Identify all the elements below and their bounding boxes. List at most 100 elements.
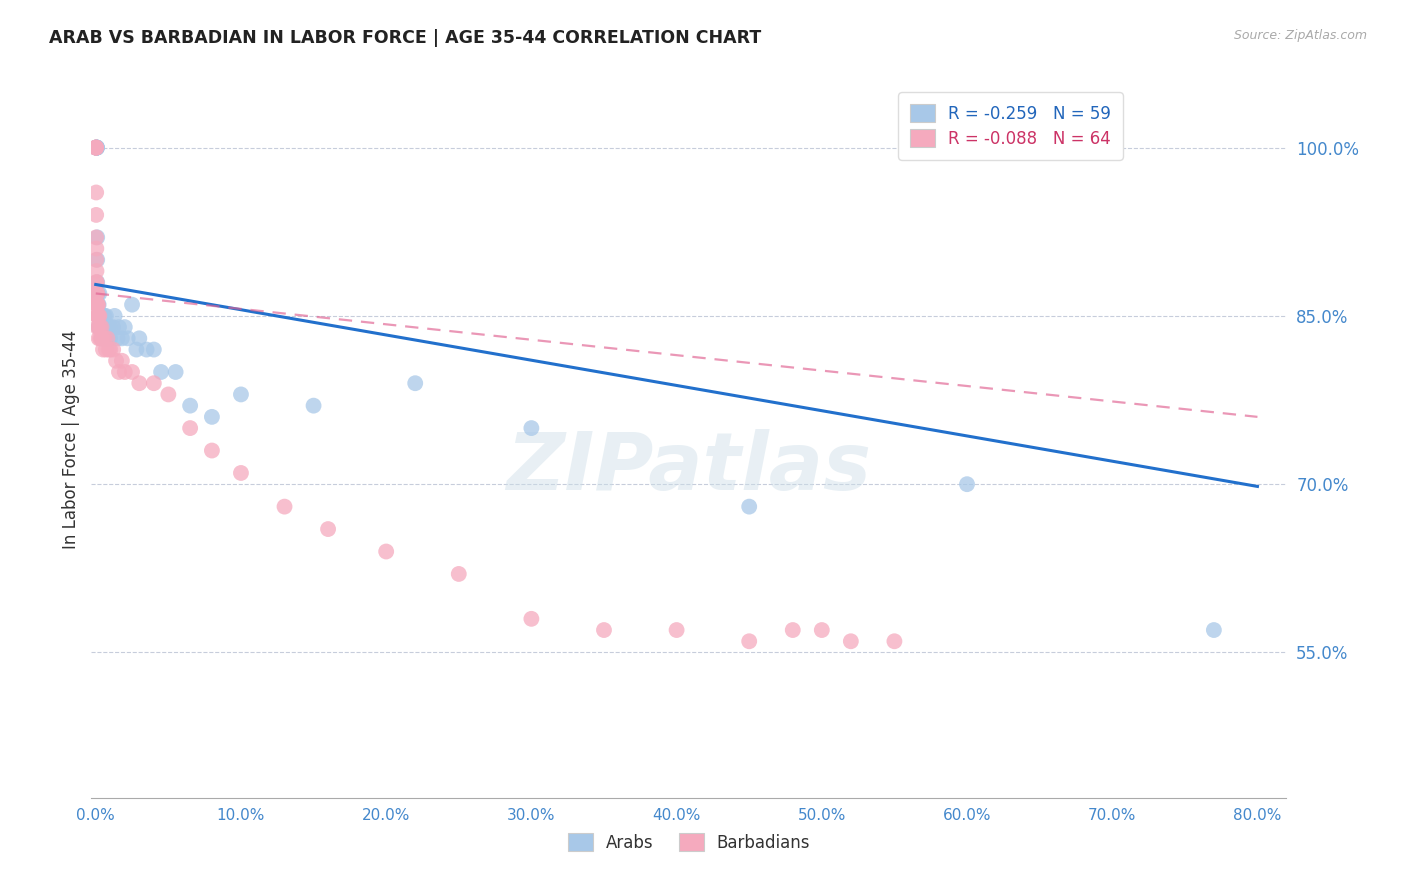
Point <box>179 399 201 413</box>
Point <box>201 409 224 424</box>
Point <box>90 320 112 334</box>
Point <box>93 320 115 334</box>
Point <box>811 623 834 637</box>
Text: ZIPatlas: ZIPatlas <box>506 429 872 507</box>
Point <box>142 343 165 357</box>
Point <box>86 286 108 301</box>
Point <box>87 309 110 323</box>
Point <box>86 275 108 289</box>
Point <box>89 320 111 334</box>
Point <box>86 286 108 301</box>
Point <box>84 140 107 154</box>
Point <box>96 331 118 345</box>
Point <box>108 365 131 379</box>
Point <box>86 309 108 323</box>
Point <box>104 309 127 323</box>
Point <box>98 343 121 357</box>
Point <box>108 320 131 334</box>
Text: ARAB VS BARBADIAN IN LABOR FORCE | AGE 35-44 CORRELATION CHART: ARAB VS BARBADIAN IN LABOR FORCE | AGE 3… <box>49 29 762 46</box>
Point <box>883 634 905 648</box>
Point <box>839 634 862 648</box>
Point <box>84 186 107 200</box>
Point <box>93 309 115 323</box>
Point <box>101 343 124 357</box>
Point <box>86 230 108 244</box>
Point <box>520 421 543 435</box>
Point <box>404 376 426 391</box>
Point <box>86 252 108 267</box>
Point <box>89 331 111 345</box>
Point <box>86 320 108 334</box>
Point <box>86 140 108 154</box>
Point <box>229 466 252 480</box>
Point <box>84 140 107 154</box>
Point <box>375 544 398 558</box>
Point <box>94 343 117 357</box>
Point <box>89 286 111 301</box>
Point <box>84 140 107 154</box>
Point <box>87 320 110 334</box>
Point <box>97 343 120 357</box>
Point <box>86 298 108 312</box>
Point <box>86 286 108 301</box>
Point <box>111 353 134 368</box>
Point <box>114 320 136 334</box>
Point <box>91 343 114 357</box>
Point <box>1202 623 1225 637</box>
Point <box>201 443 224 458</box>
Point <box>98 331 121 345</box>
Point <box>956 477 979 491</box>
Point <box>86 242 108 256</box>
Point <box>94 309 117 323</box>
Point <box>93 331 115 345</box>
Point <box>447 566 470 581</box>
Point <box>593 623 616 637</box>
Point <box>90 331 112 345</box>
Y-axis label: In Labor Force | Age 35-44: In Labor Force | Age 35-44 <box>62 330 80 549</box>
Point <box>91 309 114 323</box>
Point <box>782 623 804 637</box>
Point <box>229 387 252 401</box>
Point <box>96 320 118 334</box>
Point <box>97 320 120 334</box>
Point <box>87 309 110 323</box>
Point <box>86 140 108 154</box>
Point <box>87 309 110 323</box>
Point <box>665 623 688 637</box>
Point <box>738 634 761 648</box>
Point <box>302 399 325 413</box>
Point <box>520 612 543 626</box>
Point <box>89 309 111 323</box>
Point <box>89 309 111 323</box>
Point <box>84 140 107 154</box>
Point <box>128 331 150 345</box>
Point <box>114 365 136 379</box>
Point <box>86 298 108 312</box>
Point <box>87 331 110 345</box>
Point <box>86 298 108 312</box>
Point <box>86 140 108 154</box>
Point <box>105 353 128 368</box>
Point <box>84 140 107 154</box>
Point <box>87 286 110 301</box>
Point <box>89 320 111 334</box>
Point <box>316 522 339 536</box>
Point <box>84 208 107 222</box>
Point <box>128 376 150 391</box>
Point <box>135 343 157 357</box>
Point <box>91 331 114 345</box>
Point <box>142 376 165 391</box>
Point <box>86 275 108 289</box>
Point <box>86 298 108 312</box>
Point <box>86 140 108 154</box>
Point <box>86 252 108 267</box>
Point <box>94 331 117 345</box>
Point <box>738 500 761 514</box>
Point <box>91 331 114 345</box>
Point <box>91 320 114 334</box>
Point <box>121 365 143 379</box>
Point <box>86 140 108 154</box>
Point <box>90 331 112 345</box>
Point <box>273 500 295 514</box>
Point <box>150 365 173 379</box>
